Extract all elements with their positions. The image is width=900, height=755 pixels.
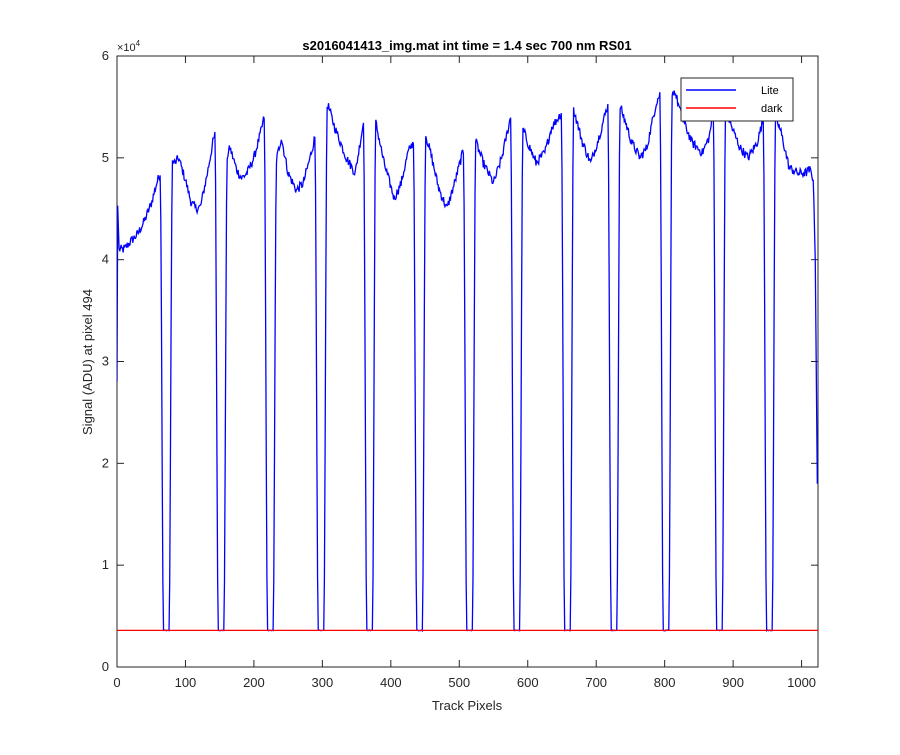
y-tick-label: 2	[102, 455, 109, 470]
x-tick-label: 600	[517, 675, 539, 690]
x-tick-label: 200	[243, 675, 265, 690]
y-axis-label: Signal (ADU) at pixel 494	[80, 289, 95, 435]
x-tick-label: 500	[448, 675, 470, 690]
y-tick-label: 6	[102, 48, 109, 63]
y-tick-label: 4	[102, 252, 109, 267]
x-tick-label: 800	[654, 675, 676, 690]
plot-area	[116, 55, 819, 668]
legend-box	[680, 77, 794, 122]
x-tick-label: 100	[175, 675, 197, 690]
legend: Lite dark	[680, 77, 794, 122]
y-tick-label: 0	[102, 659, 109, 674]
x-tick-label: 300	[312, 675, 334, 690]
legend-label-dark: dark	[761, 103, 783, 115]
x-tick-label: 1000	[787, 675, 816, 690]
y-tick-label: 5	[102, 150, 109, 165]
x-axis-label: Track Pixels	[432, 698, 503, 713]
y-tick-label: 3	[102, 354, 109, 369]
chart-title: s2016041413_img.mat int time = 1.4 sec 7…	[302, 38, 631, 53]
x-tick-label: 900	[722, 675, 744, 690]
y-exponent: ×104	[117, 39, 141, 54]
y-tick-label: 1	[102, 557, 109, 572]
legend-label-lite: Lite	[761, 85, 779, 97]
x-tick-label: 700	[585, 675, 607, 690]
series-layer	[117, 90, 818, 633]
x-tick-label: 0	[113, 675, 120, 690]
x-tick-label: 400	[380, 675, 402, 690]
x-ticks: 0 100 200 300 400 500 600 700 800 900 1000	[113, 56, 816, 690]
